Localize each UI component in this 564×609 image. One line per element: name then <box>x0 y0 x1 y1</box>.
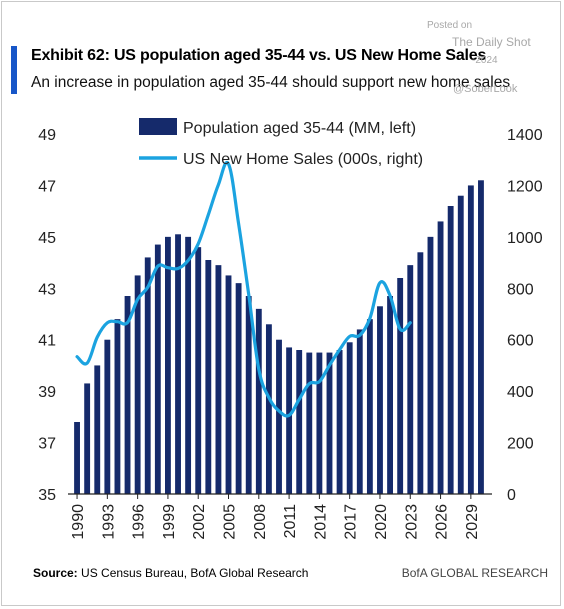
population-bar <box>165 236 171 495</box>
population-bar <box>306 352 313 494</box>
population-bar <box>185 236 192 495</box>
watermark-handle: @SoberLook <box>453 83 518 95</box>
source-note: Source: US Census Bureau, BofA Global Re… <box>33 566 308 580</box>
population-bar <box>387 296 393 494</box>
population-bar <box>104 339 111 494</box>
population-bar <box>84 383 91 494</box>
x-tick-label: 2011 <box>282 504 299 539</box>
y-left-tick-label: 45 <box>38 230 56 247</box>
x-tick-label: 2020 <box>373 504 390 540</box>
x-tick-label: 2023 <box>403 504 420 540</box>
population-bar <box>175 234 181 495</box>
title-accent-bar <box>11 46 17 94</box>
bars-layer <box>74 180 484 495</box>
population-bar <box>286 347 293 494</box>
x-tick-label: 2008 <box>252 504 269 540</box>
x-tick-label: 2026 <box>434 504 451 540</box>
population-bar <box>215 265 222 494</box>
y-right-tick-label: 600 <box>507 333 534 350</box>
population-bar <box>134 275 141 494</box>
watermark-date: -2024 <box>472 55 498 66</box>
population-bar <box>366 319 373 494</box>
population-bar <box>427 236 434 495</box>
population-bar <box>457 195 464 494</box>
source-label: Source: <box>33 566 78 580</box>
population-bar <box>296 350 303 494</box>
y-left-tick-label: 37 <box>38 436 56 453</box>
x-tick-label: 1990 <box>70 504 87 540</box>
population-bar <box>265 324 272 494</box>
population-bar <box>316 352 323 494</box>
legend-bar-swatch <box>139 118 177 135</box>
y-right-tick-label: 0 <box>507 487 516 504</box>
population-bar <box>225 275 232 494</box>
population-bar <box>417 252 424 494</box>
y-left-tick-label: 39 <box>38 384 56 401</box>
population-bar <box>377 306 383 494</box>
y-left-tick-label: 41 <box>38 333 56 350</box>
x-tick-label: 2005 <box>222 504 239 540</box>
population-bar <box>356 329 363 494</box>
population-bar <box>276 339 282 494</box>
legend: Population aged 35-44 (MM, left) US New … <box>139 118 423 168</box>
y-right-tick-label: 200 <box>507 436 534 453</box>
y-right-tick-label: 1000 <box>507 230 543 247</box>
x-tick-label: 1999 <box>161 504 178 540</box>
population-bar <box>235 283 242 494</box>
population-bar <box>447 206 454 494</box>
population-bar <box>154 244 161 494</box>
watermark-daily-shot: The Daily Shot <box>452 35 531 49</box>
population-bar <box>114 319 121 494</box>
population-bar <box>195 247 202 494</box>
x-tick-label: 1993 <box>100 504 117 540</box>
population-bar <box>144 257 151 494</box>
population-bar <box>407 265 414 494</box>
x-tick-label: 2002 <box>191 504 208 540</box>
population-bar <box>205 260 212 494</box>
population-bar <box>478 180 484 495</box>
x-tick-label: 1996 <box>131 504 148 540</box>
x-tick-label: 2014 <box>312 504 329 540</box>
watermark-posted-on: Posted on <box>427 20 473 31</box>
population-bar <box>346 342 353 494</box>
y-right-tick-label: 1200 <box>507 178 543 195</box>
chart-title: Exhibit 62: US population aged 35-44 vs.… <box>31 47 487 64</box>
y-left-tick-label: 35 <box>38 487 56 504</box>
population-bar <box>326 352 333 494</box>
new-home-sales-line <box>75 160 412 418</box>
legend-line-label: US New Home Sales (000s, right) <box>183 151 423 168</box>
x-tick-label: 2017 <box>343 504 360 540</box>
y-left-tick-label: 47 <box>38 178 56 195</box>
line-layer <box>75 160 412 418</box>
population-bar <box>437 221 444 494</box>
population-bar <box>255 308 262 494</box>
y-left-tick-label: 43 <box>38 281 56 298</box>
population-bar <box>94 365 101 494</box>
population-bar <box>467 185 474 494</box>
population-bar <box>245 296 252 494</box>
population-bar <box>74 422 80 494</box>
chart-subtitle: An increase in population aged 35-44 sho… <box>31 74 511 91</box>
population-bar <box>397 278 404 494</box>
legend-bar-label: Population aged 35-44 (MM, left) <box>183 120 416 137</box>
axes-layer: 35 37 39 41 43 45 47 49 0 200 400 600 800 1000 1200 140… <box>38 127 542 540</box>
source-text: US Census Bureau, BofA Global Research <box>77 566 309 580</box>
population-bar <box>336 350 343 494</box>
y-right-tick-label: 1400 <box>507 127 543 144</box>
population-bar <box>124 296 131 494</box>
y-right-tick-label: 800 <box>507 281 534 298</box>
y-right-tick-label: 400 <box>507 384 534 401</box>
brand-label: BofA GLOBAL RESEARCH <box>401 566 548 580</box>
x-tick-label: 2029 <box>464 504 481 540</box>
y-left-tick-label: 49 <box>38 127 56 144</box>
